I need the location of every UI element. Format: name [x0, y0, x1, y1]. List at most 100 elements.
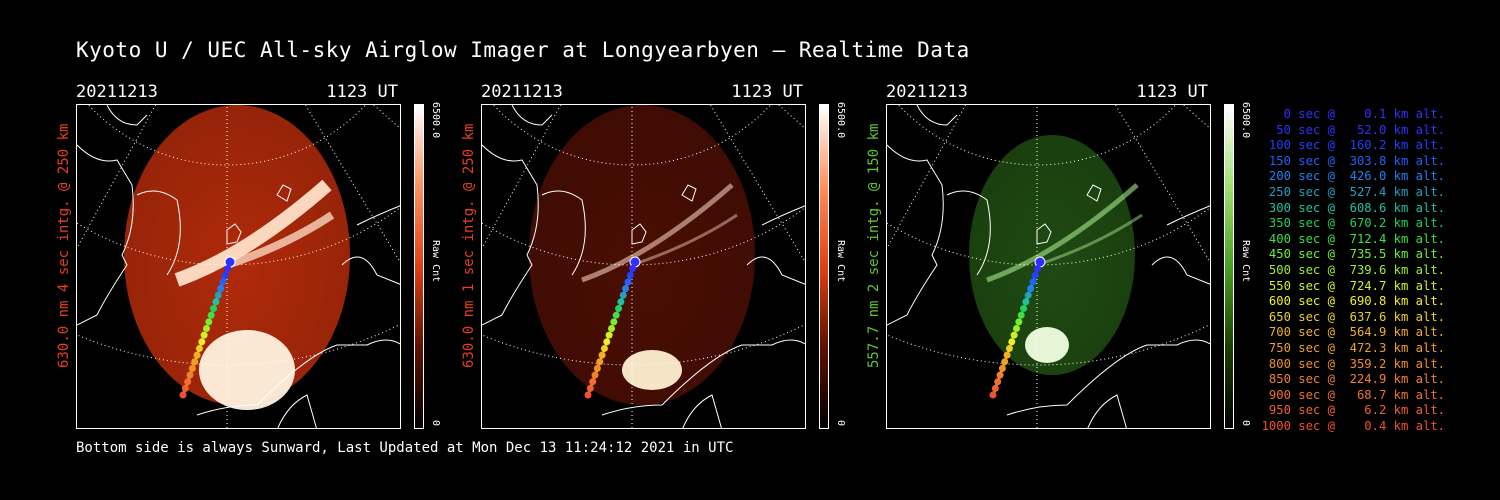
trajectory-trace	[224, 270, 228, 274]
coastlines	[77, 105, 400, 428]
legend-row: 400 sec @ 712.4 km alt.	[1261, 231, 1445, 246]
legend-row: 700 sec @ 564.9 km alt.	[1261, 325, 1445, 340]
trajectory-trace	[996, 379, 1000, 383]
panel-1-cbar-min: 0	[430, 420, 441, 427]
trajectory-trace	[188, 372, 192, 377]
trajectory-trace	[587, 389, 591, 394]
trajectory-trace	[219, 284, 224, 288]
panel-2-cbar-max: 6500.0	[835, 102, 846, 139]
panel-2-cbar-min: 0	[835, 420, 846, 427]
trajectory-trace	[998, 372, 1002, 377]
legend-row: 1000 sec @ 0.4 km alt.	[1261, 418, 1445, 433]
bright-spot	[199, 330, 295, 410]
trajectory-trace	[209, 314, 213, 319]
trajectory-trace	[1001, 366, 1005, 370]
panel-3-cbar-max: 6500.0	[1240, 102, 1251, 139]
trajectory-trace	[602, 349, 606, 353]
trajectory-trace	[623, 287, 627, 291]
sky-image	[529, 105, 755, 405]
trajectory-trace	[632, 263, 636, 268]
panel-2-colorbar	[819, 104, 829, 429]
trajectory-trace	[218, 287, 222, 291]
panel-2-image	[481, 104, 806, 429]
trajectory-trace	[1022, 304, 1026, 308]
panel-3-image	[886, 104, 1211, 429]
legend-row: 750 sec @ 472.3 km alt.	[1261, 340, 1445, 355]
trajectory-trace	[622, 291, 626, 295]
trajectory-trace	[633, 260, 637, 264]
trajectory-trace	[213, 301, 218, 305]
trajectory-trace	[197, 349, 201, 353]
trajectory-trace	[609, 328, 613, 332]
trajectory-trace	[596, 366, 600, 370]
trajectory-trace	[1004, 355, 1008, 360]
trajectory-trace	[222, 277, 226, 281]
legend-row: 0 sec @ 0.1 km alt.	[1261, 107, 1445, 121]
panel-1-cbar-max: 6500.0	[430, 102, 441, 139]
sky-image	[969, 135, 1143, 375]
trajectory-trace	[1020, 311, 1024, 315]
trajectory-trace	[191, 366, 195, 370]
trajectory-trace	[995, 383, 999, 387]
trajectory-trace	[183, 386, 188, 390]
trajectory-trace	[1029, 284, 1034, 288]
trajectory-trace	[210, 311, 214, 315]
panel-3-date: 20211213	[886, 82, 968, 102]
legend-row: 850 sec @ 224.9 km alt.	[1261, 372, 1445, 387]
trajectory-trace	[1032, 277, 1036, 281]
trajectory-trace	[192, 362, 196, 366]
trajectory-trace	[1013, 332, 1017, 336]
trajectory-trace	[624, 284, 629, 288]
trajectory-trace	[1037, 263, 1041, 268]
legend-row: 100 sec @ 160.2 km alt.	[1261, 138, 1445, 153]
aurora-arc	[174, 179, 332, 287]
panel-1-time: 1123 UT	[326, 82, 398, 102]
legend-row: 900 sec @ 68.7 km alt.	[1261, 387, 1445, 402]
aurora-arc	[631, 213, 738, 267]
trajectory-trace	[195, 352, 200, 356]
trajectory-trace	[203, 332, 207, 336]
trajectory-trace	[608, 332, 612, 336]
trajectory-trace	[1026, 294, 1030, 298]
trajectory-trace	[1016, 321, 1020, 325]
bright-spot	[1025, 327, 1069, 363]
legend-row: 250 sec @ 527.4 km alt.	[1261, 184, 1445, 199]
legend-row: 350 sec @ 670.2 km alt.	[1261, 216, 1445, 231]
trajectory-trace	[181, 393, 185, 397]
trajectory-trace	[603, 345, 607, 349]
trajectory-trace	[1005, 352, 1010, 356]
rocket-trajectory	[989, 256, 1046, 399]
panel-2-side-label: 630.0 nm 1 sec intg. @ 250 km	[461, 123, 477, 368]
footer-note: Bottom side is always Sunward, Last Upda…	[76, 440, 734, 456]
trajectory-trace	[225, 267, 230, 271]
legend-row: 150 sec @ 303.8 km alt.	[1261, 153, 1445, 168]
trajectory-trace	[597, 362, 601, 366]
trajectory-trace	[618, 301, 623, 305]
trajectory-trace	[212, 304, 216, 308]
trajectory-legend: 0 sec @ 0.1 km alt. 50 sec @ 52.0 km alt…	[1255, 107, 1445, 434]
trajectory-trace	[1031, 280, 1035, 285]
trajectory-trace	[189, 369, 194, 373]
legend-row: 950 sec @ 6.2 km alt.	[1261, 403, 1445, 418]
trajectory-trace	[1008, 345, 1012, 349]
trajectory-trace	[591, 379, 595, 383]
trajectory-trace	[199, 342, 203, 346]
trajectory-trace	[615, 311, 619, 315]
trajectory-trace	[1038, 260, 1042, 264]
trajectory-trace	[992, 389, 996, 394]
legend-row: 200 sec @ 426.0 km alt.	[1261, 169, 1445, 184]
trajectory-trace	[620, 297, 624, 302]
trajectory-trace	[600, 352, 605, 356]
trajectory-trace	[211, 308, 215, 312]
coastlines	[482, 105, 805, 428]
trajectory-trace	[221, 280, 225, 285]
bright-spot	[622, 350, 682, 390]
trajectory-trace	[185, 383, 189, 387]
trajectory-trace	[612, 318, 617, 322]
legend-row: 800 sec @ 359.2 km alt.	[1261, 356, 1445, 371]
trajectory-trace	[1021, 308, 1025, 312]
trajectory-trace	[1034, 270, 1038, 274]
trajectory-trace	[227, 263, 231, 268]
trajectory-trace	[194, 355, 198, 360]
trajectory-trace	[1017, 318, 1022, 322]
